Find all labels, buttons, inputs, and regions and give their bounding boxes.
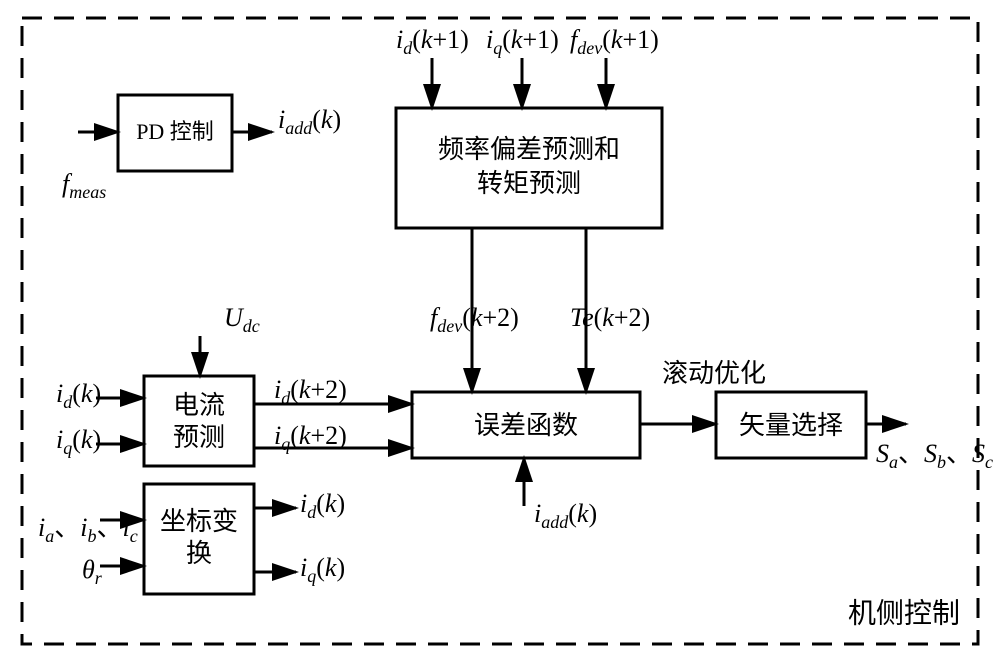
- label-fmeas: fmeas: [62, 169, 106, 202]
- coord-transform-box: 坐标变 换: [144, 484, 254, 594]
- label-theta-r: θr: [82, 555, 103, 588]
- label-iadd-k-bottom: iadd(k): [534, 499, 597, 532]
- label-iq-k-left: iq(k): [56, 425, 101, 458]
- freq-prediction-box: 频率偏差预测和 转矩预测: [396, 108, 662, 228]
- vector-select-box: 矢量选择: [716, 392, 866, 458]
- label-id-k-right: id(k): [300, 489, 345, 522]
- label-sabc: Sa、Sb、Sc: [876, 439, 993, 472]
- label-iadd-k: iadd(k): [278, 105, 341, 138]
- label-iq-k2: iq(k+2): [274, 421, 347, 454]
- label-rolling-opt: 滚动优化: [662, 359, 766, 388]
- svg-text:矢量选择: 矢量选择: [739, 411, 843, 440]
- label-fdev-k2: fdev(k+2): [430, 303, 519, 336]
- current-prediction-box: 电流 预测: [144, 376, 254, 466]
- error-function-box: 误差函数: [412, 392, 640, 458]
- label-id-k-left: id(k): [56, 379, 101, 412]
- label-id-k1: id(k+1): [396, 25, 469, 58]
- frame-title: 机侧控制: [848, 597, 960, 629]
- label-te-k2: Te(k+2): [570, 303, 650, 332]
- label-iq-k-right: iq(k): [300, 553, 345, 586]
- label-iabc: ia、ib、ic: [38, 513, 138, 546]
- label-fdev-k1: fdev(k+1): [570, 25, 659, 58]
- svg-text:坐标变: 坐标变: [160, 507, 238, 536]
- svg-text:电流: 电流: [173, 391, 225, 420]
- svg-text:预测: 预测: [173, 423, 225, 452]
- label-iq-k1: iq(k+1): [486, 25, 559, 58]
- pd-control-box: PD 控制: [118, 95, 232, 171]
- svg-text:误差函数: 误差函数: [474, 411, 578, 440]
- label-udc: Udc: [224, 303, 260, 336]
- label-id-k2: id(k+2): [274, 375, 347, 408]
- svg-text:频率偏差预测和: 频率偏差预测和: [438, 135, 620, 164]
- svg-text:换: 换: [186, 539, 212, 568]
- svg-text:转矩预测: 转矩预测: [477, 169, 581, 198]
- pd-control-label: PD 控制: [136, 119, 214, 144]
